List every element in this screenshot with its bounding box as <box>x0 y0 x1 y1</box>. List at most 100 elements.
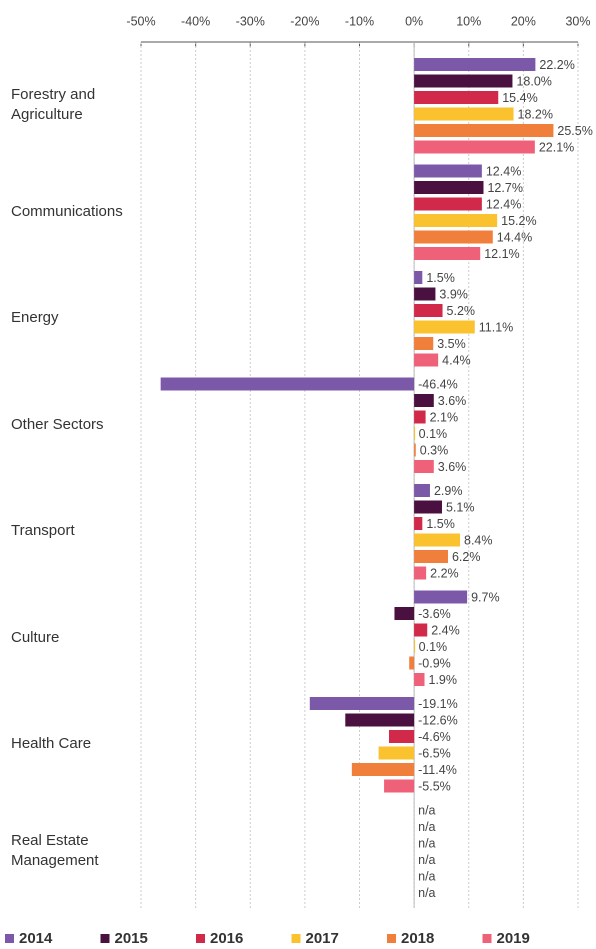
bar <box>414 58 536 71</box>
x-tick-label: -10% <box>345 14 374 28</box>
bar <box>414 320 475 334</box>
data-label: 18.2% <box>518 107 553 121</box>
x-tick-label: -20% <box>290 14 319 28</box>
category-label: Health Care <box>11 735 92 753</box>
data-label: -19.1% <box>418 697 458 711</box>
data-label: 1.9% <box>429 673 458 687</box>
data-label: 12.1% <box>484 247 519 261</box>
x-tick-label: 0% <box>405 14 423 28</box>
data-label: 15.4% <box>502 91 537 105</box>
bar <box>414 394 434 407</box>
data-label: 3.6% <box>438 460 467 474</box>
data-label: 22.2% <box>539 58 574 72</box>
bar <box>414 197 482 211</box>
data-label: 11.1% <box>479 320 514 334</box>
bar <box>414 484 430 497</box>
data-label: 2.2% <box>430 566 459 580</box>
data-label: 22.1% <box>539 140 574 154</box>
bar <box>414 74 513 88</box>
category-label: Energy <box>11 309 59 327</box>
data-label: -0.9% <box>418 656 451 670</box>
bar <box>414 500 442 514</box>
category-label: Transport <box>11 522 75 540</box>
data-label: -11.4% <box>418 763 457 777</box>
data-label: -5.5% <box>418 779 451 793</box>
data-label: 25.5% <box>557 124 592 138</box>
bar <box>414 304 443 317</box>
legend-swatch <box>196 934 205 943</box>
legend-swatch <box>291 934 301 943</box>
legend-label: 2014 <box>19 930 53 947</box>
data-label: 14.4% <box>497 230 532 244</box>
x-tick-label: 20% <box>511 14 536 28</box>
data-label: 3.9% <box>439 287 468 301</box>
data-label: n/a <box>418 869 435 883</box>
bar <box>414 271 423 284</box>
bar <box>414 181 484 194</box>
bar <box>414 140 535 154</box>
category-label: Culture <box>11 628 60 646</box>
bar <box>414 91 499 104</box>
bar <box>414 640 416 653</box>
legend-swatch <box>387 934 396 943</box>
bar <box>394 607 415 620</box>
bar <box>351 763 415 776</box>
data-label: n/a <box>418 886 435 900</box>
legend-swatch <box>100 934 110 943</box>
legend-label: 2019 <box>497 930 530 947</box>
legend-label: 2015 <box>115 930 148 947</box>
bar <box>414 550 448 563</box>
legend-swatch <box>482 934 492 943</box>
data-label: 3.5% <box>437 337 466 351</box>
bar <box>414 124 554 137</box>
data-label: 2.9% <box>434 484 463 498</box>
bar <box>414 287 436 301</box>
bar <box>414 353 439 367</box>
bar <box>414 107 514 121</box>
data-label: 6.2% <box>452 550 481 564</box>
bar <box>309 697 415 710</box>
bar <box>414 164 482 178</box>
legend-label: 2016 <box>210 930 243 947</box>
x-tick-label: 10% <box>456 14 481 28</box>
x-tick-label: -50% <box>126 14 155 28</box>
bar <box>160 377 415 391</box>
bar <box>409 656 415 670</box>
data-label: n/a <box>418 803 435 817</box>
bar <box>414 443 416 457</box>
data-label: 2.1% <box>430 410 459 424</box>
data-label: 0.1% <box>419 640 448 654</box>
data-label: 0.3% <box>420 443 449 457</box>
x-tick-label: -40% <box>181 14 210 28</box>
legend-label: 2017 <box>306 930 339 947</box>
data-label: 3.6% <box>438 394 467 408</box>
data-label: 9.7% <box>471 590 500 604</box>
data-label: 5.1% <box>446 500 475 514</box>
data-label: 15.2% <box>501 214 536 228</box>
bar <box>414 673 425 686</box>
data-label: 12.4% <box>486 164 521 178</box>
data-label: n/a <box>418 820 435 834</box>
bar <box>414 427 416 440</box>
data-label: 0.1% <box>419 427 448 441</box>
data-label: 1.5% <box>426 271 455 285</box>
data-label: 5.2% <box>447 304 476 318</box>
bar <box>414 337 434 350</box>
legend-label: 2018 <box>401 930 434 947</box>
data-label: -6.5% <box>418 746 451 760</box>
data-label: 8.4% <box>464 533 493 547</box>
bar <box>414 214 498 227</box>
bar <box>378 746 415 760</box>
data-label: 12.4% <box>486 197 521 211</box>
bar <box>414 230 493 244</box>
data-label: n/a <box>418 853 435 867</box>
category-label: Other Sectors <box>11 415 104 433</box>
legend-swatch <box>5 934 14 943</box>
bar <box>345 713 415 727</box>
category-label: Forestry and Agriculture <box>11 86 96 124</box>
bar <box>388 730 415 743</box>
data-label: -46.4% <box>418 377 458 391</box>
bar <box>414 410 426 424</box>
